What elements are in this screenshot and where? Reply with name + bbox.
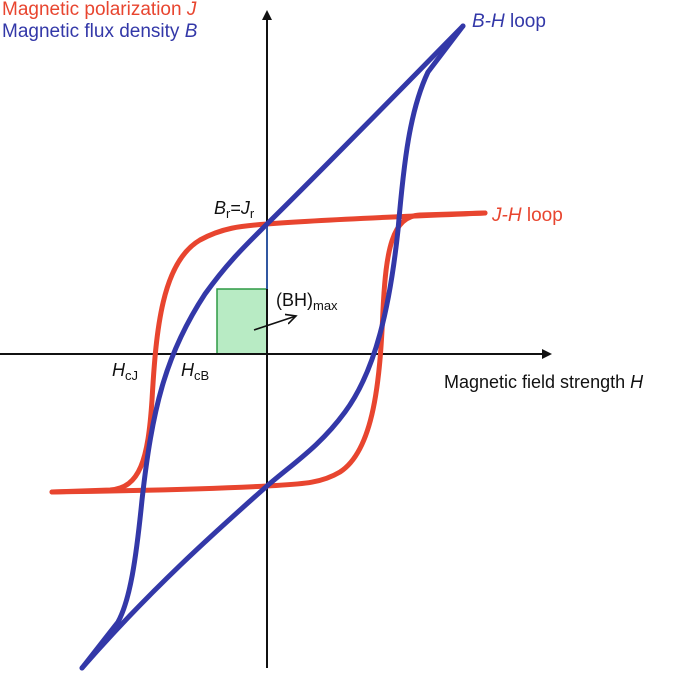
- legend-b-symbol: B: [184, 21, 198, 42]
- h-axis-label: Magnetic field strength H: [444, 372, 643, 392]
- br-main: B: [214, 198, 227, 218]
- jh-loop-label-italic: J-H: [492, 205, 522, 226]
- jr-main: J: [240, 198, 250, 218]
- h-axis-label-text: Magnetic field strength: [444, 372, 626, 392]
- bh-loop-label: B-H loop: [472, 12, 546, 32]
- hcb-label: HcB: [181, 360, 210, 383]
- legend-b-flux-density: Magnetic flux density B: [2, 22, 197, 42]
- legend-b-text: Magnetic flux density: [2, 21, 180, 42]
- bh-loop-upper-branch: [79, 23, 466, 671]
- bhmax-rectangle: [216, 288, 268, 355]
- bhmax-pointer-arrow: [253, 316, 296, 331]
- hcj-sub: cJ: [125, 368, 138, 383]
- bh-loop-lower-branch: [79, 23, 466, 671]
- br-equals: =: [230, 198, 241, 218]
- jh-loop-label: J-H loop: [492, 206, 563, 226]
- legend-j-polarization: Magnetic polarization J: [2, 0, 196, 20]
- bhmax-sub: max: [313, 298, 338, 313]
- bhmax-main: (BH): [276, 290, 313, 310]
- jh-loop-lower-branch: [49, 210, 488, 495]
- h-axis-label-symbol: H: [630, 372, 644, 392]
- bhmax-label: (BH)max: [276, 290, 338, 313]
- remanence-label: Br=Jr: [214, 198, 255, 221]
- jh-loop-label-text: loop: [526, 205, 563, 226]
- jr-sub: r: [249, 206, 255, 221]
- jh-loop-upper-branch: [49, 210, 488, 495]
- hcb-sub: cB: [194, 368, 210, 383]
- bh-loop-label-italic: B-H: [472, 11, 505, 32]
- bh-loop-label-text: loop: [510, 11, 546, 32]
- hcj-label: HcJ: [112, 360, 138, 383]
- legend-j-symbol: J: [186, 0, 197, 20]
- legend-j-text: Magnetic polarization: [2, 0, 182, 20]
- hcb-main: H: [181, 360, 194, 380]
- br-sub: r: [226, 206, 231, 221]
- hcj-main: H: [112, 360, 125, 380]
